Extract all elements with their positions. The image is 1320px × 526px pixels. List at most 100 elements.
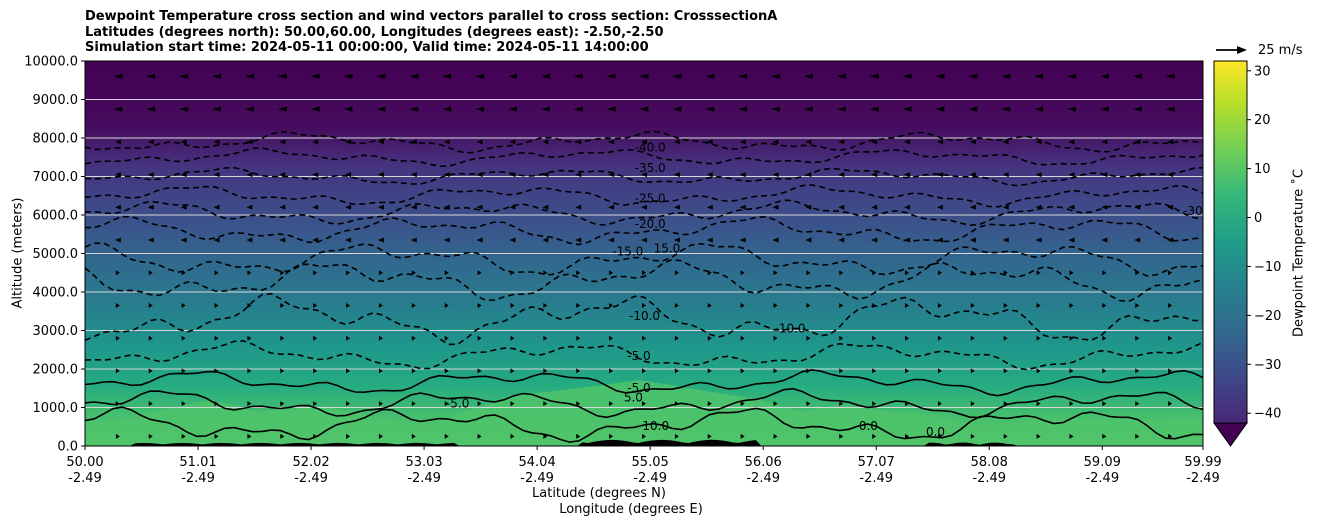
x-tick-label-lat: 56.06 (745, 455, 782, 470)
wind-vector (839, 433, 844, 439)
wind-vector (836, 73, 846, 79)
wind-vector (246, 172, 253, 178)
wind-vector (279, 204, 286, 210)
wind-vector (213, 237, 220, 243)
wind-vector (1034, 106, 1044, 112)
wind-vector (674, 401, 679, 407)
wind-vector (839, 270, 844, 276)
wind-vector (642, 270, 646, 276)
wind-vector (1002, 204, 1009, 210)
wind-vector (443, 237, 450, 243)
wind-vector (871, 237, 878, 243)
quiver-key-label: 25 m/s (1258, 43, 1303, 58)
wind-vector (510, 335, 515, 341)
wind-vector (345, 204, 352, 210)
x-tick-label-lat: 53.03 (405, 455, 442, 470)
wind-vector (772, 172, 779, 178)
wind-vector (115, 335, 120, 341)
wind-vector (1135, 302, 1140, 308)
contour-line (85, 184, 1203, 208)
wind-vector (806, 270, 811, 276)
colorbar-label: Dewpoint Temperature ˚C (1291, 169, 1307, 337)
terrain-shape (85, 439, 1203, 446)
wind-vector (477, 433, 482, 439)
wind-vector (343, 73, 353, 79)
colorbar-tick-label: 30 (1254, 64, 1271, 79)
wind-vector (247, 270, 252, 276)
wind-vector (773, 302, 778, 308)
wind-vector (935, 73, 945, 79)
wind-vector (772, 237, 779, 243)
wind-vector (1135, 335, 1140, 341)
wind-vector (839, 335, 844, 341)
wind-vector (707, 335, 712, 341)
wind-vector (773, 368, 778, 374)
x-tick-label-lon: -2.49 (294, 471, 328, 486)
wind-vector (773, 270, 778, 276)
wind-vector (969, 172, 976, 178)
wind-vector (444, 302, 449, 308)
wind-vector (576, 302, 581, 308)
wind-vector (608, 172, 615, 178)
contour-label: -10.0 (775, 321, 806, 335)
wind-vector (543, 335, 548, 341)
wind-vector (1134, 237, 1141, 243)
x-tick-label-lon: -2.49 (68, 471, 102, 486)
wind-vector (1069, 335, 1074, 341)
wind-vector (1102, 401, 1107, 407)
y-tick-label: 1000.0 (33, 401, 79, 416)
wind-vector (509, 204, 516, 210)
wind-vector (970, 433, 975, 439)
wind-vector (1134, 204, 1141, 210)
wind-vector (1135, 401, 1140, 407)
wind-vector (673, 237, 680, 243)
wind-vector (147, 237, 154, 243)
wind-vector (871, 204, 878, 210)
wind-vector (969, 139, 976, 145)
x-tick-label-lon: -2.49 (633, 471, 667, 486)
colorbar-tick-label: −40 (1254, 407, 1281, 422)
wind-vector (872, 270, 877, 276)
wind-vector (936, 204, 943, 210)
wind-vector (773, 335, 778, 341)
wind-vector (642, 433, 646, 439)
contour-line (85, 166, 1203, 187)
wind-vector (838, 237, 845, 243)
wind-vector (507, 73, 517, 79)
wind-vector (475, 73, 485, 79)
y-tick-label: 8000.0 (33, 132, 79, 147)
contour-label: -20.0 (635, 217, 666, 231)
wind-vector (280, 401, 285, 407)
wind-vector (376, 106, 386, 112)
wind-vector (609, 270, 614, 276)
wind-vector (280, 433, 285, 439)
wind-vector (148, 270, 153, 276)
wind-vector (409, 73, 419, 79)
wind-vector (641, 204, 647, 210)
wind-vectors (113, 73, 1175, 439)
wind-vector (608, 237, 615, 243)
wind-vector (377, 139, 384, 145)
wind-vector (510, 433, 515, 439)
wind-vector (1102, 368, 1107, 374)
wind-vector (509, 172, 516, 178)
wind-vector (970, 401, 975, 407)
wind-vector (1102, 433, 1107, 439)
wind-vector (507, 106, 517, 112)
wind-vector (673, 172, 680, 178)
colorbar-tick-label: 10 (1254, 162, 1271, 177)
contour-line (85, 387, 1203, 419)
x-axis-label: Latitude (degrees N) (532, 486, 666, 501)
wind-vector (542, 172, 549, 178)
wind-vector (1036, 368, 1041, 374)
wind-vector (376, 73, 386, 79)
wind-vector (181, 433, 186, 439)
wind-vector (246, 237, 253, 243)
wind-vector (806, 433, 811, 439)
x-tick-label-lon: -2.49 (181, 471, 215, 486)
wind-vector (1165, 73, 1175, 79)
wind-vector (1167, 237, 1174, 243)
wind-vector (247, 433, 252, 439)
contour-line (85, 406, 1203, 443)
